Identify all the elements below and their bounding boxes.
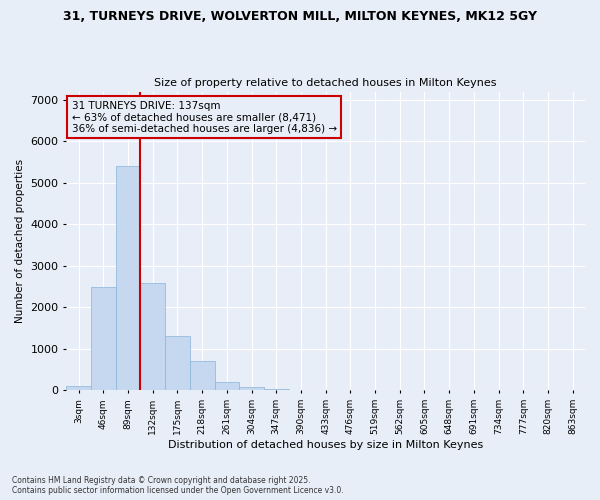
Bar (91, 286, 116, 391)
Text: 31 TURNEYS DRIVE: 137sqm
← 63% of detached houses are smaller (8,471)
36% of sem: 31 TURNEYS DRIVE: 137sqm ← 63% of detach… (71, 100, 337, 134)
Bar (190, 362, 215, 390)
Bar (140, 282, 165, 391)
Bar (116, 166, 140, 390)
Text: Contains HM Land Registry data © Crown copyright and database right 2025.
Contai: Contains HM Land Registry data © Crown c… (12, 476, 344, 495)
Bar (264, 389, 289, 390)
Bar (165, 336, 190, 390)
Y-axis label: Number of detached properties: Number of detached properties (15, 159, 25, 323)
Bar (215, 382, 239, 390)
X-axis label: Distribution of detached houses by size in Milton Keynes: Distribution of detached houses by size … (168, 440, 483, 450)
Bar (239, 387, 264, 390)
Title: Size of property relative to detached houses in Milton Keynes: Size of property relative to detached ho… (154, 78, 497, 88)
Text: 31, TURNEYS DRIVE, WOLVERTON MILL, MILTON KEYNES, MK12 5GY: 31, TURNEYS DRIVE, WOLVERTON MILL, MILTO… (63, 10, 537, 23)
Bar (67, 386, 91, 390)
